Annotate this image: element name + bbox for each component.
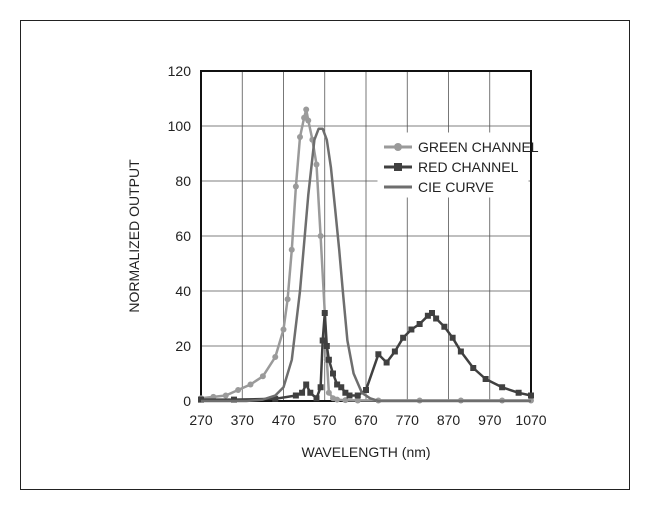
- red-channel-point: [433, 315, 440, 322]
- x-tick-label: 570: [313, 412, 337, 428]
- x-tick-label: 1070: [515, 412, 546, 428]
- red-channel-point: [231, 396, 237, 403]
- red-channel-point: [307, 389, 314, 396]
- red-channel-point: [292, 392, 299, 399]
- red-channel-point: [528, 392, 534, 399]
- green-channel-point: [222, 392, 229, 399]
- x-axis-label: WAVELENGTH (nm): [301, 444, 430, 460]
- x-tick-label: 870: [437, 412, 461, 428]
- red-channel-point: [515, 389, 522, 396]
- red-channel-point: [330, 370, 336, 377]
- red-channel-point: [470, 365, 477, 371]
- x-tick-label: 370: [231, 412, 255, 428]
- red-channel-point: [499, 384, 506, 391]
- red-channel-point: [416, 321, 423, 327]
- red-channel-point: [313, 395, 320, 402]
- red-channel-point: [383, 359, 390, 366]
- x-tick-label: 970: [478, 412, 502, 428]
- y-tick-label: 120: [168, 63, 192, 79]
- red-channel-point: [317, 384, 324, 391]
- red-channel-point: [363, 387, 369, 393]
- green-channel-point: [354, 397, 361, 404]
- red-channel-point: [334, 381, 341, 388]
- green-channel-point: [297, 134, 303, 140]
- y-tick-label: 60: [175, 228, 191, 244]
- red-channel-point: [325, 356, 332, 363]
- green-channel-point: [259, 373, 266, 380]
- x-tick-label: 270: [189, 412, 213, 428]
- green-channel-point: [272, 354, 279, 360]
- chart-frame: 270 370 470 570 670 770 870 970 1070 0 20 40 60 80 100…: [20, 20, 630, 490]
- red-channel-point: [482, 376, 489, 382]
- line-chart: 270 370 470 570 670 770 870 970 1070 0 20 40 60 80 100…: [126, 63, 547, 460]
- green-channel-point: [305, 117, 312, 124]
- red-channel-point: [321, 310, 328, 316]
- red-channel-point: [429, 310, 435, 316]
- y-axis-label: NORMALIZED OUTPUT: [126, 159, 142, 313]
- red-channel-point: [441, 323, 448, 330]
- red-channel-point: [449, 334, 456, 341]
- legend-label: CIE CURVE: [418, 179, 494, 195]
- green-channel-point: [303, 106, 310, 113]
- y-tick-label: 40: [175, 283, 191, 299]
- green-channel-point: [235, 387, 242, 393]
- red-channel-point: [272, 395, 279, 402]
- red-channel-point: [319, 337, 326, 344]
- red-channel-point: [346, 392, 353, 399]
- x-tick-label: 770: [396, 412, 420, 428]
- red-channel-point: [375, 351, 382, 358]
- red-channel-point: [408, 326, 415, 333]
- green-channel-point: [334, 396, 341, 403]
- green-channel-point: [325, 389, 332, 396]
- green-channel-point: [292, 183, 299, 190]
- legend-marker-square: [394, 163, 402, 171]
- red-channel-point: [303, 381, 310, 388]
- red-channel-point: [391, 348, 398, 355]
- green-channel-point: [280, 326, 287, 333]
- series-line-2: [201, 127, 531, 403]
- red-channel-point: [338, 384, 345, 391]
- red-channel-point: [457, 348, 464, 355]
- x-tick-label: 670: [354, 412, 378, 428]
- green-channel-point: [288, 246, 295, 253]
- red-channel-point: [198, 396, 204, 403]
- y-tick-label: 20: [175, 338, 191, 354]
- red-channel-point: [323, 343, 330, 349]
- red-channel-point: [299, 389, 306, 396]
- y-tick-label: 80: [175, 173, 191, 189]
- legend-label: RED CHANNEL: [418, 159, 519, 175]
- legend-marker-circle: [394, 143, 402, 151]
- y-tick-label: 0: [183, 393, 191, 409]
- red-channel-point: [354, 392, 361, 399]
- red-channel-point: [400, 334, 407, 341]
- green-channel-point: [247, 381, 254, 388]
- green-channel-point: [317, 233, 324, 239]
- legend-label: GREEN CHANNEL: [418, 139, 539, 155]
- red-channel-point: [342, 389, 349, 396]
- green-channel-point: [284, 296, 291, 303]
- green-channel-point: [342, 397, 349, 404]
- y-tick-label: 100: [168, 118, 192, 134]
- x-tick-label: 470: [272, 412, 296, 428]
- red-channel-point: [424, 312, 431, 319]
- green-channel-point: [313, 161, 320, 168]
